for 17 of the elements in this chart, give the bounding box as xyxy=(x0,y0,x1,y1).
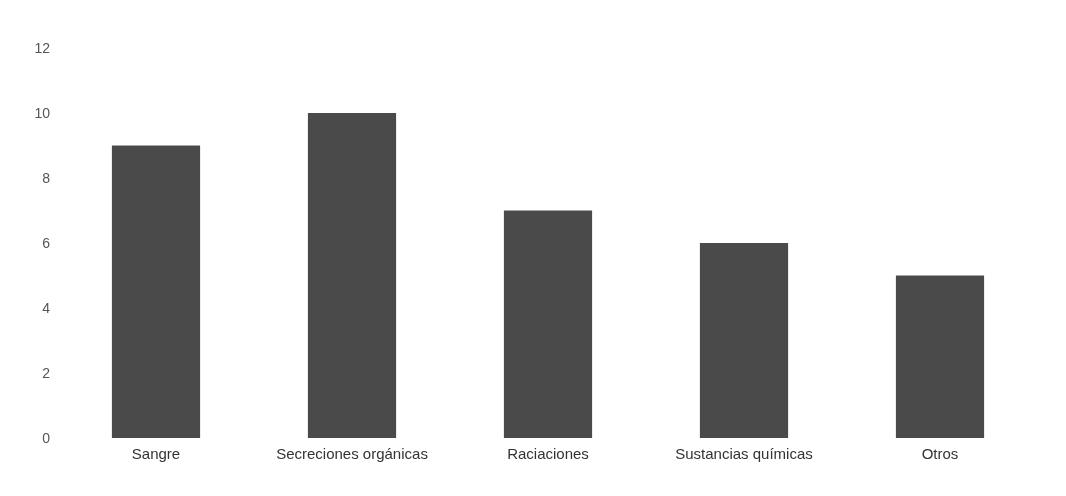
bar xyxy=(307,113,397,438)
y-tick-label: 4 xyxy=(42,300,51,316)
y-tick-label: 2 xyxy=(42,365,51,381)
x-tick-label: Sangre xyxy=(131,445,181,462)
bar xyxy=(895,275,985,438)
y-tick-label: 8 xyxy=(42,170,51,186)
x-tick-label: Sustancias químicas xyxy=(675,445,813,462)
bar xyxy=(699,243,789,438)
y-tick-label: 0 xyxy=(42,430,51,446)
y-tick-label: 6 xyxy=(42,235,51,251)
x-tick-label: Otros xyxy=(921,445,959,462)
y-tick-label: 12 xyxy=(34,40,51,56)
y-tick-label: 10 xyxy=(34,105,51,121)
bar xyxy=(111,145,201,438)
bar xyxy=(503,210,593,438)
x-tick-label: Secreciones orgánicas xyxy=(276,445,428,462)
x-tick-label: Raciaciones xyxy=(507,445,589,462)
